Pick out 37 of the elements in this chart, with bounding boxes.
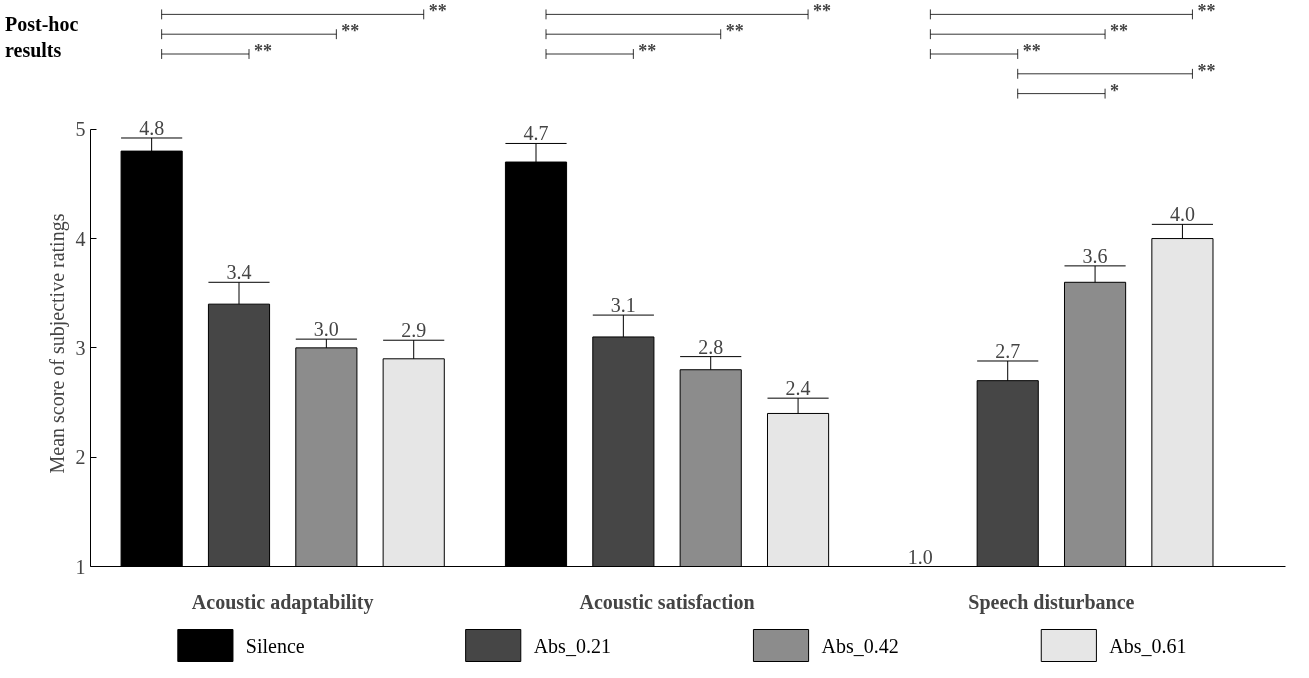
text: **	[725, 21, 744, 42]
data-label: 4.0	[1169, 203, 1195, 226]
y-tick-label: 3	[75, 336, 86, 359]
y-tick-label: 1	[75, 555, 86, 578]
legend-label: Abs_0.61	[1109, 634, 1187, 657]
text: *	[1110, 80, 1120, 101]
data-label: 3.4	[226, 261, 252, 284]
legend-label: Abs_0.42	[821, 634, 899, 657]
text: Post-hoc results	[5, 12, 80, 63]
x-tick-label: Speech disturbance	[968, 590, 1135, 614]
data-label: 3.6	[1082, 244, 1108, 267]
text: **	[638, 41, 657, 61]
data-label: 3.1	[610, 294, 636, 317]
data-label: 2.8	[698, 335, 724, 358]
y-tick-label: 2	[75, 446, 86, 469]
x-tick-label: Acoustic satisfaction	[579, 590, 755, 613]
data-label: 2.7	[995, 339, 1021, 362]
text: **	[1110, 21, 1129, 42]
y-tick-label: 4	[75, 227, 86, 250]
y-axis-title: Mean score of subjective ratings	[45, 213, 69, 474]
text: **	[1197, 1, 1216, 22]
x-tick-label: Acoustic adaptability	[191, 590, 374, 614]
text: **	[813, 1, 832, 22]
data-label: 2.4	[785, 377, 811, 400]
text: **	[341, 21, 360, 42]
text: **	[1197, 60, 1216, 81]
text: **	[1022, 41, 1041, 61]
legend-label: Abs_0.21	[533, 634, 611, 657]
data-label: 3.0	[313, 318, 339, 341]
data-label: 2.9	[401, 319, 427, 342]
legend-label: Silence	[245, 634, 305, 657]
text: **	[254, 41, 272, 61]
y-tick-label: 5	[75, 118, 86, 141]
data-label: 1.0	[907, 545, 933, 568]
text: **	[428, 1, 447, 22]
data-label: 4.7	[523, 122, 549, 145]
data-label: 4.8	[139, 116, 165, 139]
